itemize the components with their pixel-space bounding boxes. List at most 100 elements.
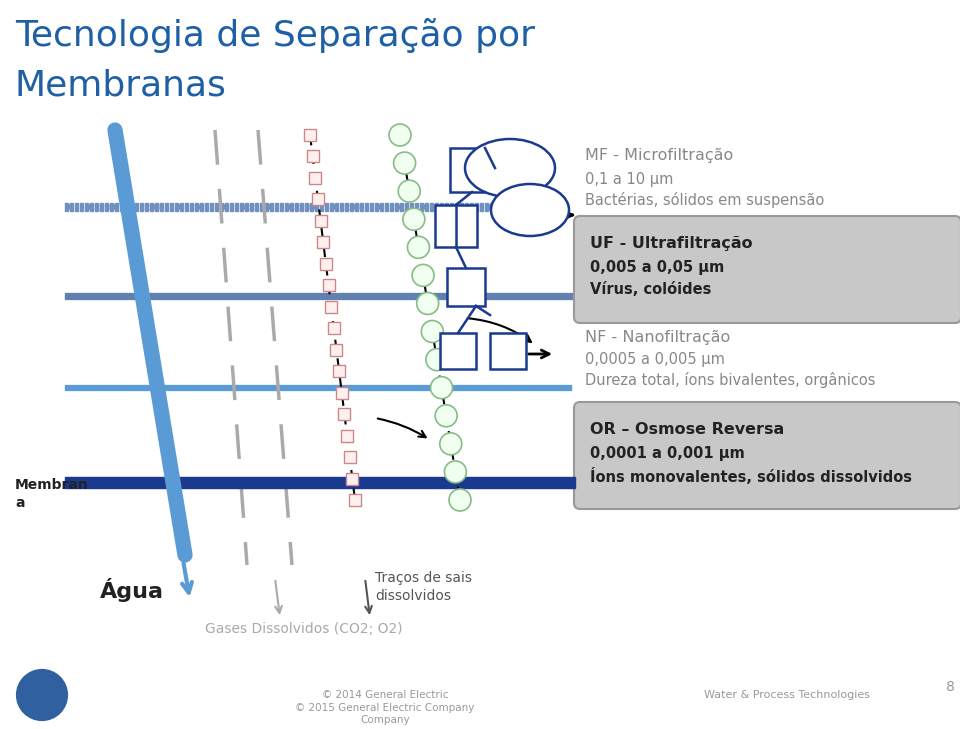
- Bar: [518, 385, 520, 390]
- Bar: [287, 385, 289, 390]
- Bar: [107, 385, 109, 390]
- Bar: [330, 203, 333, 211]
- Bar: [447, 268, 485, 306]
- Bar: [449, 293, 451, 299]
- Bar: [145, 293, 148, 299]
- Bar: [467, 385, 469, 390]
- Bar: [500, 385, 502, 390]
- Bar: [416, 385, 418, 390]
- Text: Membran
a: Membran a: [15, 478, 88, 510]
- Text: Água: Água: [100, 578, 164, 602]
- Bar: [409, 293, 412, 299]
- Bar: [212, 385, 214, 390]
- Bar: [533, 293, 536, 299]
- Bar: [515, 385, 517, 390]
- Ellipse shape: [398, 180, 420, 202]
- Bar: [131, 385, 133, 390]
- Bar: [453, 293, 455, 299]
- Bar: [419, 385, 421, 390]
- Bar: [104, 385, 106, 390]
- Text: UF - Ultrafiltração: UF - Ultrafiltração: [590, 236, 753, 251]
- Ellipse shape: [491, 184, 569, 236]
- Bar: [150, 203, 153, 211]
- Text: Dureza total, íons bivalentes, orgânicos: Dureza total, íons bivalentes, orgânicos: [585, 372, 876, 388]
- Bar: [95, 203, 98, 211]
- Bar: [248, 385, 250, 390]
- Bar: [320, 203, 323, 211]
- Bar: [133, 293, 135, 299]
- Bar: [185, 293, 187, 299]
- Bar: [465, 203, 468, 211]
- Bar: [245, 203, 248, 211]
- Bar: [407, 385, 409, 390]
- Bar: [495, 203, 498, 211]
- Bar: [370, 203, 373, 211]
- Bar: [89, 385, 91, 390]
- Bar: [479, 385, 481, 390]
- Bar: [313, 293, 316, 299]
- Bar: [237, 293, 239, 299]
- Bar: [241, 293, 244, 299]
- Bar: [535, 203, 538, 211]
- Bar: [554, 385, 556, 390]
- Bar: [341, 429, 353, 442]
- Bar: [201, 293, 204, 299]
- Bar: [485, 385, 487, 390]
- Bar: [206, 385, 208, 390]
- Bar: [569, 385, 571, 390]
- Bar: [481, 293, 484, 299]
- Bar: [140, 203, 143, 211]
- Bar: [477, 293, 479, 299]
- Bar: [339, 408, 350, 420]
- Bar: [73, 293, 76, 299]
- Bar: [277, 293, 279, 299]
- Bar: [329, 385, 331, 390]
- Bar: [569, 293, 571, 299]
- Bar: [128, 385, 130, 390]
- Bar: [65, 477, 575, 488]
- Bar: [167, 385, 169, 390]
- Text: 0,0001 a 0,001 µm: 0,0001 a 0,001 µm: [590, 446, 745, 461]
- Bar: [505, 203, 508, 211]
- Bar: [344, 385, 346, 390]
- Bar: [323, 385, 325, 390]
- Bar: [398, 385, 400, 390]
- Bar: [422, 385, 424, 390]
- Bar: [557, 385, 559, 390]
- Ellipse shape: [14, 668, 69, 722]
- Bar: [560, 385, 562, 390]
- Bar: [513, 293, 516, 299]
- Bar: [249, 293, 252, 299]
- Bar: [529, 293, 532, 299]
- Text: Gases Dissolvidos (CO2; O2): Gases Dissolvidos (CO2; O2): [205, 622, 402, 636]
- Bar: [98, 385, 100, 390]
- Bar: [304, 129, 316, 141]
- Bar: [355, 203, 358, 211]
- Bar: [353, 293, 355, 299]
- Bar: [470, 203, 473, 211]
- Bar: [225, 293, 228, 299]
- Bar: [200, 203, 203, 211]
- Bar: [320, 258, 332, 270]
- Bar: [161, 385, 163, 390]
- Bar: [77, 385, 79, 390]
- Bar: [397, 293, 399, 299]
- Bar: [165, 203, 168, 211]
- Bar: [134, 385, 136, 390]
- Bar: [345, 293, 348, 299]
- Ellipse shape: [421, 321, 444, 343]
- Bar: [83, 385, 85, 390]
- Bar: [425, 385, 427, 390]
- Bar: [153, 293, 156, 299]
- Bar: [101, 293, 104, 299]
- FancyBboxPatch shape: [574, 216, 960, 323]
- Bar: [113, 385, 115, 390]
- Bar: [341, 385, 343, 390]
- Bar: [433, 293, 436, 299]
- Bar: [461, 385, 463, 390]
- Bar: [281, 385, 283, 390]
- Bar: [170, 203, 173, 211]
- Bar: [302, 385, 304, 390]
- Bar: [152, 385, 154, 390]
- Bar: [261, 293, 263, 299]
